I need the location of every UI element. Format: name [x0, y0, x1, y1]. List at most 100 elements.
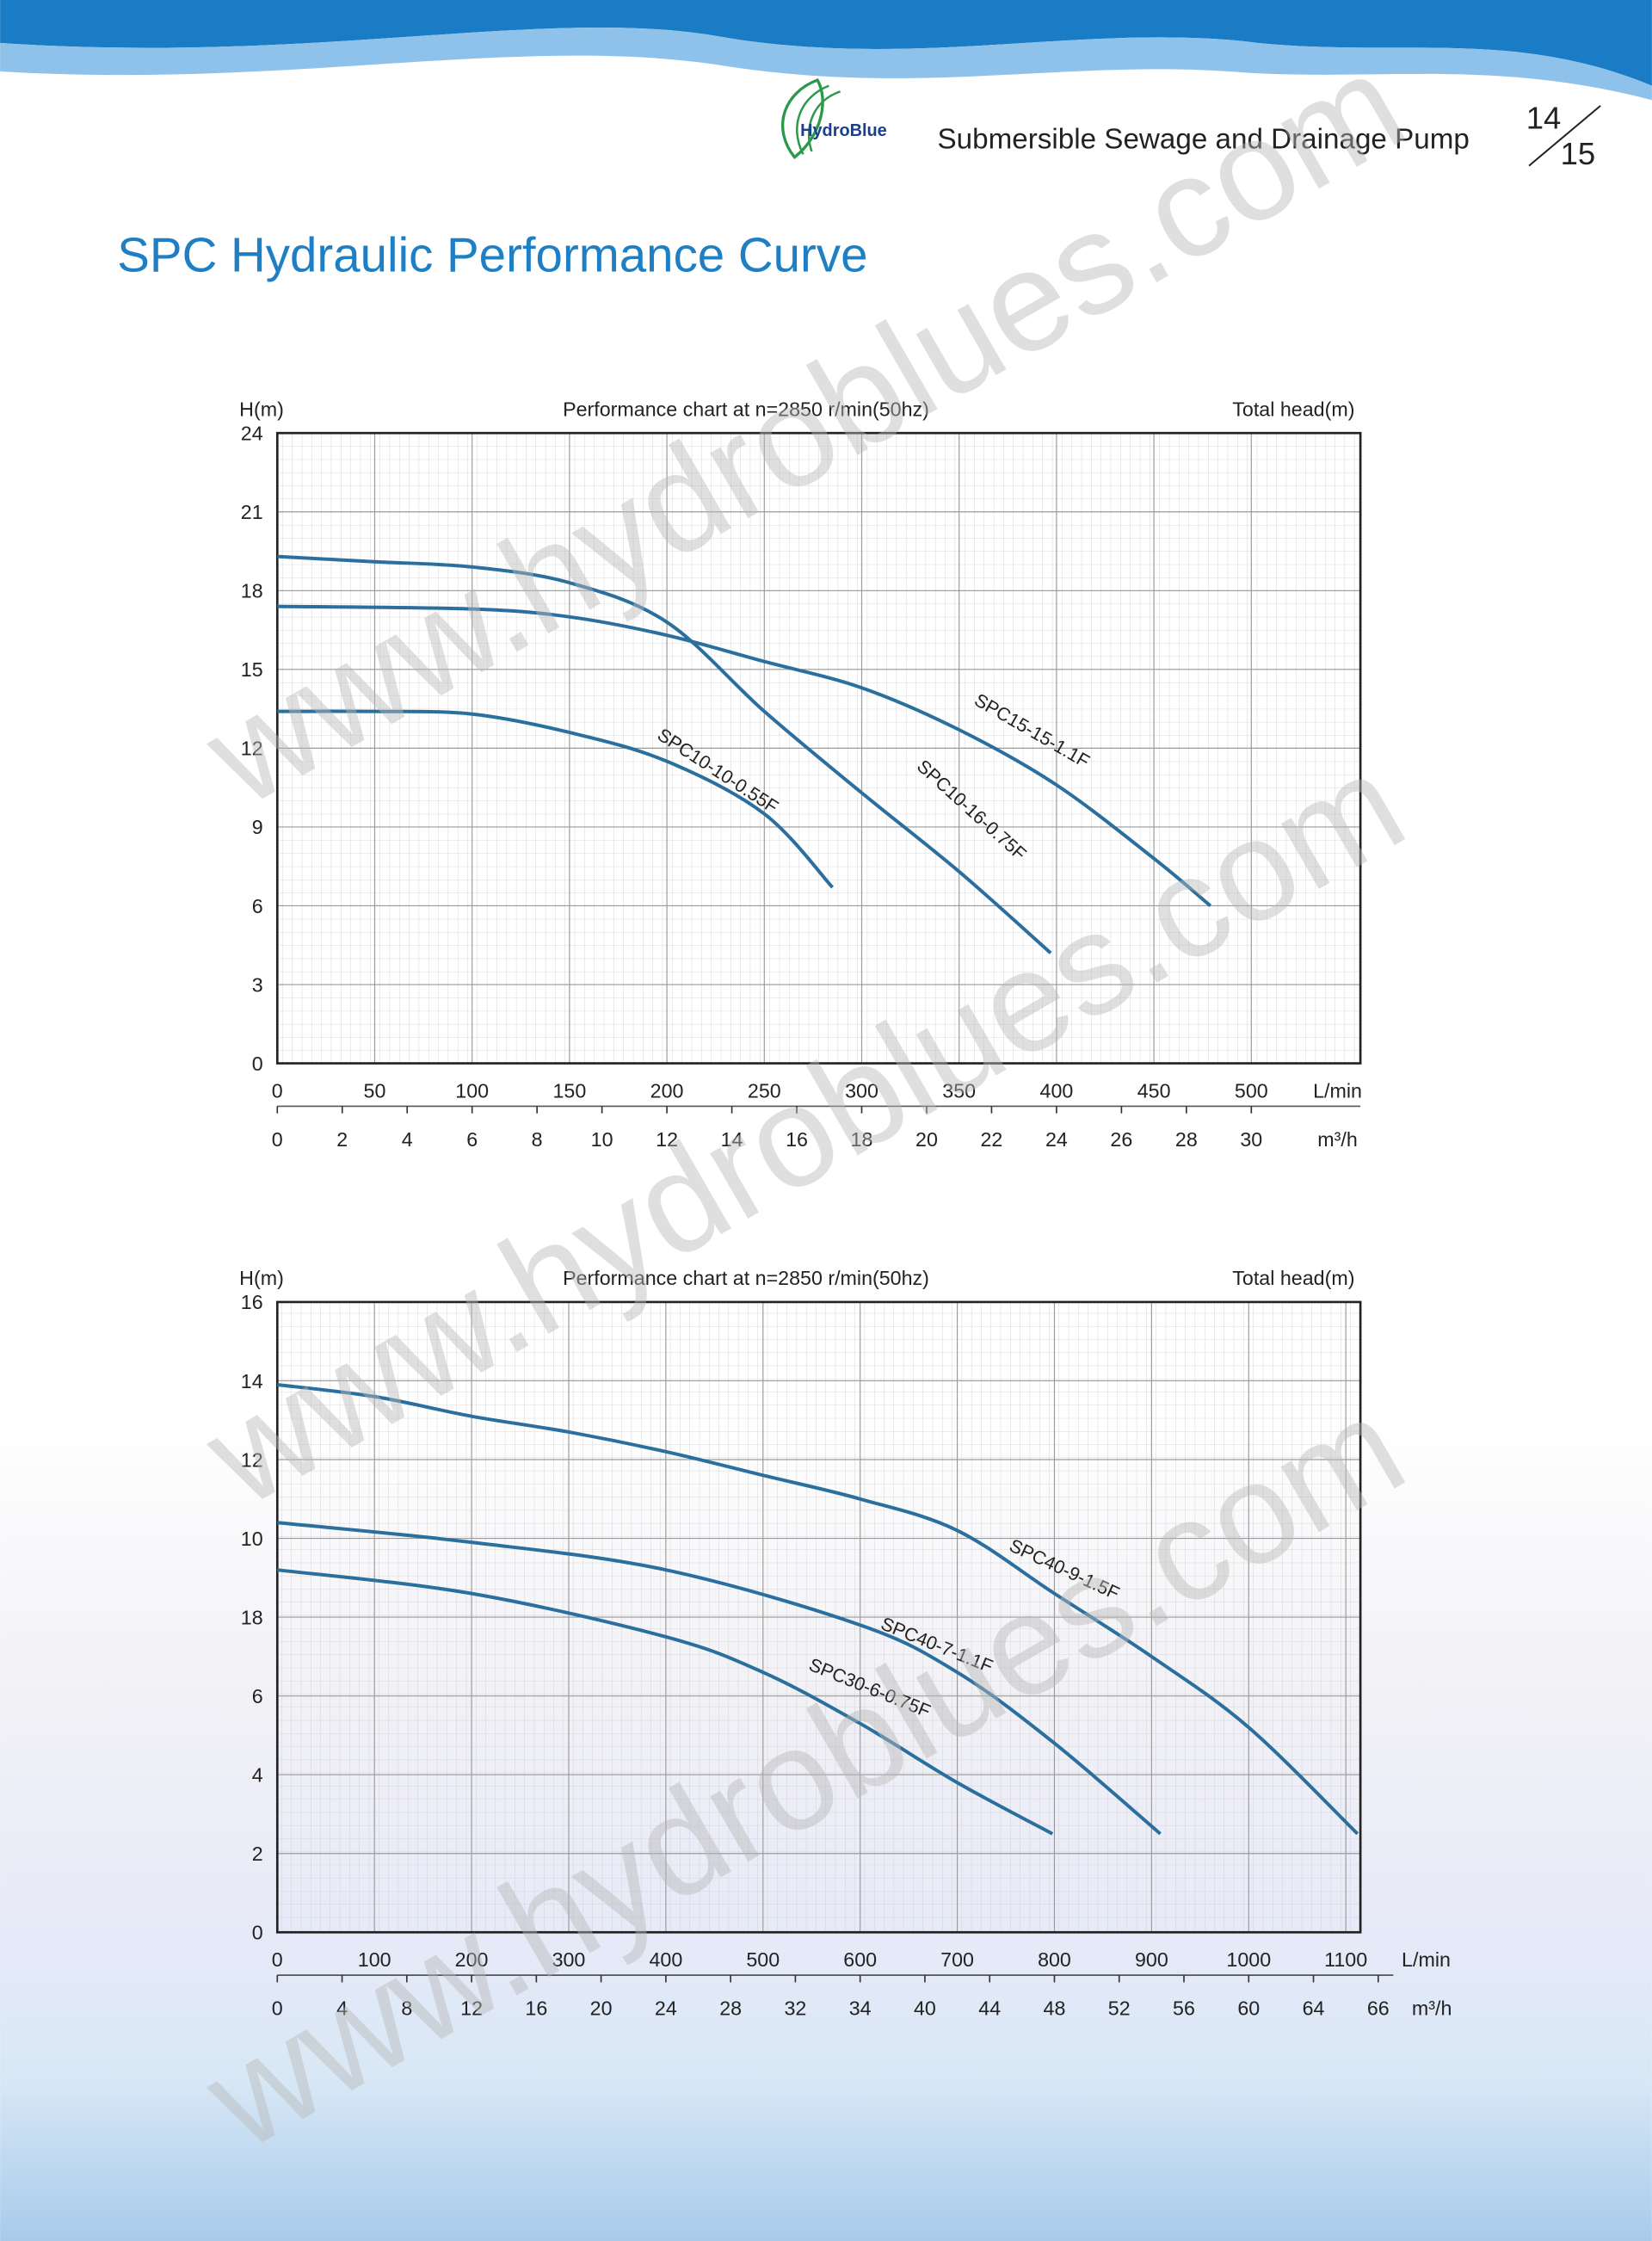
x2-tick-label: 4: [336, 1997, 348, 2020]
y-right-label: Total head(m): [1232, 398, 1354, 420]
y-tick-label: 12: [241, 1448, 263, 1471]
y-right-label: Total head(m): [1232, 1267, 1354, 1289]
x-tick-label: 300: [552, 1948, 586, 1971]
x2-tick-label: 20: [590, 1997, 613, 2020]
curve: [277, 554, 1052, 954]
x2-tick-label: 16: [525, 1997, 547, 2020]
x2-tick-label: 16: [786, 1128, 808, 1151]
y-tick-label: 0: [252, 1053, 263, 1075]
page-title: SPC Hydraulic Performance Curve: [117, 228, 867, 282]
x2-tick-label: 40: [914, 1997, 936, 2020]
x2-tick-label: 28: [1175, 1128, 1198, 1151]
x2-tick-label: 14: [721, 1128, 743, 1151]
y-tick-label: 4: [252, 1763, 263, 1786]
x2-tick-label: 12: [460, 1997, 483, 2020]
page-total: 15: [1561, 136, 1596, 171]
x2-tick-label: 24: [1045, 1128, 1068, 1151]
x2-tick-label: 48: [1044, 1997, 1066, 2020]
y-tick-label: 14: [241, 1370, 263, 1392]
y-tick-label: 9: [252, 816, 263, 838]
x2-tick-label: 2: [336, 1128, 348, 1151]
y-axis-label: H(m): [239, 1267, 284, 1289]
x2-tick-label: 26: [1110, 1128, 1132, 1151]
curve: [277, 1383, 1359, 1836]
x-tick-label: 700: [940, 1948, 974, 1971]
y-tick-label: 21: [241, 501, 263, 523]
header-wave: [0, 0, 1652, 86]
x-tick-label: 300: [845, 1079, 878, 1102]
x-tick-label: 450: [1137, 1079, 1171, 1102]
x2-tick-label: 60: [1237, 1997, 1260, 2020]
x-tick-label: 900: [1135, 1948, 1168, 1971]
y-tick-label: 24: [241, 423, 263, 445]
header-subtitle: Submersible Sewage and Drainage Pump: [938, 124, 1470, 156]
page-number: 14: [1526, 100, 1562, 135]
x-tick-label: 500: [1235, 1079, 1268, 1102]
logo: HydroBlue: [781, 77, 887, 160]
x2-tick-label: 0: [272, 1997, 283, 2020]
curve: [277, 709, 835, 889]
curve: [277, 1568, 1054, 1836]
y-tick-label: 15: [241, 658, 263, 681]
x-tick-label: 200: [650, 1079, 684, 1102]
x2-tick-label: 0: [272, 1128, 283, 1151]
x-tick-label: 250: [748, 1079, 781, 1102]
x-tick-label: 1100: [1324, 1948, 1367, 1971]
x-tick-label: 350: [942, 1079, 976, 1102]
x-unit: L/min: [1402, 1948, 1451, 1971]
x2-unit: m³/h: [1412, 1997, 1452, 2020]
chart-title: Performance chart at n=2850 r/min(50hz): [563, 1267, 929, 1289]
x2-tick-label: 52: [1108, 1997, 1131, 2020]
x-tick-label: 400: [649, 1948, 682, 1971]
y-tick-label: 2: [252, 1843, 263, 1865]
x2-tick-label: 28: [719, 1997, 742, 2020]
plot-frame: [275, 1300, 1362, 1934]
x2-tick-label: 56: [1173, 1997, 1195, 2020]
y-tick-label: 18: [241, 580, 263, 602]
page-slash: [1528, 105, 1601, 167]
x2-tick-label: 30: [1240, 1128, 1262, 1151]
y-tick-label: 10: [241, 1528, 263, 1550]
y-tick-label: 16: [241, 1291, 263, 1313]
y-tick-label: 18: [241, 1606, 263, 1628]
x-tick-label: 150: [552, 1079, 586, 1102]
header-wave-light: [0, 28, 1652, 101]
x2-tick-label: 24: [655, 1997, 677, 2020]
y-tick-label: 0: [252, 1922, 263, 1944]
x-tick-label: 0: [272, 1948, 283, 1971]
chart-title: Performance chart at n=2850 r/min(50hz): [563, 398, 929, 420]
logo-text: HydroBlue: [800, 121, 887, 140]
x2-tick-label: 8: [401, 1997, 412, 2020]
x-tick-label: 200: [455, 1948, 489, 1971]
x2-tick-label: 12: [656, 1128, 678, 1151]
x-tick-label: 0: [272, 1079, 283, 1102]
x2-tick-label: 64: [1303, 1997, 1325, 2020]
x2-tick-label: 66: [1367, 1997, 1390, 2020]
y-axis-label: H(m): [239, 398, 284, 420]
x-tick-label: 100: [358, 1948, 391, 1971]
x2-unit: m³/h: [1317, 1128, 1358, 1151]
x2-tick-label: 44: [978, 1997, 1001, 2020]
x2-tick-label: 20: [915, 1128, 938, 1151]
curve: [277, 604, 1212, 908]
x-unit: L/min: [1313, 1079, 1362, 1102]
y-tick-label: 6: [252, 1685, 263, 1707]
x-tick-label: 100: [455, 1079, 489, 1102]
y-tick-label: 6: [252, 895, 263, 917]
y-tick-label: 3: [252, 973, 263, 996]
x2-tick-label: 6: [466, 1128, 478, 1151]
x2-tick-label: 4: [402, 1128, 413, 1151]
x-tick-label: 50: [364, 1079, 386, 1102]
x-tick-label: 800: [1038, 1948, 1071, 1971]
x-tick-label: 500: [746, 1948, 780, 1971]
plot-frame: [275, 431, 1362, 1065]
curve: [277, 1521, 1162, 1836]
x-tick-label: 600: [843, 1948, 877, 1971]
x2-tick-label: 8: [532, 1128, 543, 1151]
x2-tick-label: 18: [851, 1128, 873, 1151]
x-tick-label: 1000: [1226, 1948, 1271, 1971]
